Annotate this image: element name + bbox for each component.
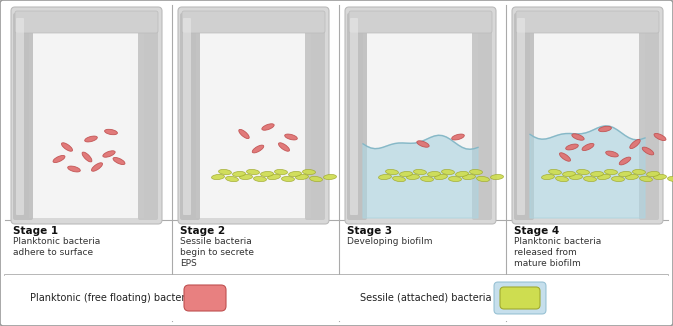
Text: Sessile bacteria
begin to secrete
EPS: Sessile bacteria begin to secrete EPS [180,237,254,268]
Ellipse shape [654,133,666,141]
Text: Planktonic bacteria
adhere to surface: Planktonic bacteria adhere to surface [13,237,100,257]
Text: Stage 4: Stage 4 [514,226,559,236]
Ellipse shape [448,176,462,182]
Ellipse shape [590,171,604,176]
Ellipse shape [456,171,468,177]
FancyBboxPatch shape [29,29,144,218]
Ellipse shape [285,134,297,140]
FancyBboxPatch shape [11,7,162,224]
Polygon shape [530,126,645,218]
Ellipse shape [113,157,125,165]
Ellipse shape [262,124,274,130]
Ellipse shape [413,170,427,174]
Ellipse shape [647,171,660,177]
Ellipse shape [85,136,98,142]
Ellipse shape [400,171,413,177]
Ellipse shape [639,176,652,182]
Ellipse shape [569,174,583,180]
Ellipse shape [476,176,489,182]
Ellipse shape [281,176,295,182]
FancyBboxPatch shape [345,7,496,224]
Ellipse shape [295,174,308,180]
Ellipse shape [324,174,336,180]
Ellipse shape [619,157,631,165]
Ellipse shape [604,170,618,174]
Ellipse shape [566,144,578,150]
FancyBboxPatch shape [13,13,33,220]
Ellipse shape [606,151,618,157]
Ellipse shape [583,176,596,182]
Ellipse shape [302,170,316,174]
Ellipse shape [555,176,569,182]
Ellipse shape [441,170,454,174]
FancyBboxPatch shape [138,13,158,220]
Ellipse shape [279,143,289,151]
FancyBboxPatch shape [494,282,546,314]
Ellipse shape [289,171,302,177]
Ellipse shape [392,176,405,182]
Ellipse shape [470,170,483,174]
Ellipse shape [275,170,287,174]
Ellipse shape [260,171,273,176]
FancyBboxPatch shape [500,287,540,309]
FancyBboxPatch shape [15,11,158,33]
Ellipse shape [378,174,392,180]
FancyBboxPatch shape [530,29,645,218]
Ellipse shape [219,170,232,175]
Ellipse shape [491,174,503,180]
Ellipse shape [225,176,238,182]
FancyBboxPatch shape [514,13,534,220]
Ellipse shape [653,174,666,180]
Text: Stage 3: Stage 3 [347,226,392,236]
FancyBboxPatch shape [349,11,492,33]
FancyBboxPatch shape [196,29,311,218]
Ellipse shape [103,151,115,157]
Bar [5,275,668,321]
Ellipse shape [633,170,645,174]
Ellipse shape [386,170,398,175]
Ellipse shape [559,153,571,161]
Text: Planktonic (free floating) bacteria: Planktonic (free floating) bacteria [30,293,194,303]
Ellipse shape [417,141,429,147]
FancyBboxPatch shape [347,13,367,220]
Ellipse shape [630,140,640,149]
Ellipse shape [668,176,673,182]
Ellipse shape [577,170,590,174]
Text: Planktonic bacteria
released from
mature biofilm: Planktonic bacteria released from mature… [514,237,601,268]
Ellipse shape [548,170,561,175]
Ellipse shape [612,176,625,182]
FancyBboxPatch shape [639,13,659,220]
Ellipse shape [406,174,419,180]
Ellipse shape [427,171,441,176]
FancyBboxPatch shape [183,18,191,215]
Ellipse shape [452,134,464,140]
Polygon shape [363,135,478,218]
Ellipse shape [232,171,246,177]
Ellipse shape [211,174,225,180]
Ellipse shape [421,176,433,182]
Ellipse shape [53,156,65,163]
Ellipse shape [246,170,260,174]
Ellipse shape [68,166,80,172]
Ellipse shape [598,174,610,180]
Ellipse shape [618,171,631,177]
FancyBboxPatch shape [517,18,525,215]
Ellipse shape [625,174,639,180]
Ellipse shape [82,152,92,162]
Ellipse shape [239,129,249,139]
FancyBboxPatch shape [16,18,24,215]
FancyBboxPatch shape [512,7,663,224]
FancyBboxPatch shape [472,13,492,220]
FancyBboxPatch shape [363,29,478,218]
Ellipse shape [572,134,584,140]
Ellipse shape [61,143,73,151]
FancyBboxPatch shape [182,11,325,33]
Ellipse shape [310,176,322,182]
Ellipse shape [252,145,264,153]
FancyBboxPatch shape [178,7,329,224]
Ellipse shape [254,176,267,182]
Ellipse shape [92,163,102,171]
FancyBboxPatch shape [180,13,200,220]
FancyBboxPatch shape [305,13,325,220]
